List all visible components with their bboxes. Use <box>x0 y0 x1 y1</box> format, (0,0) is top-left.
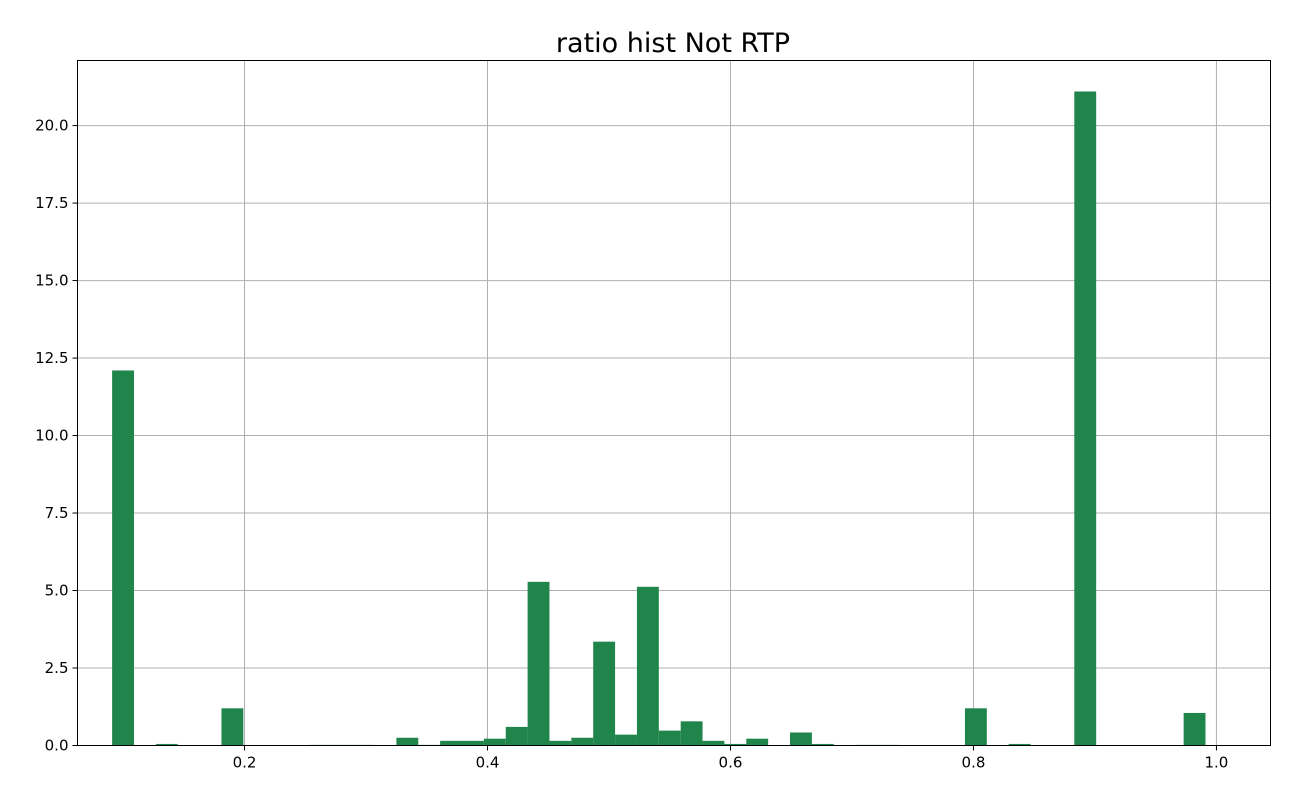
histogram-bar <box>724 743 747 746</box>
x-tick-label: 0.6 <box>719 754 743 772</box>
histogram-bar <box>112 370 134 746</box>
y-tick-label: 2.5 <box>45 659 69 677</box>
histogram-bar <box>483 738 506 746</box>
histogram-bar <box>680 721 703 746</box>
histogram-bar <box>221 708 244 746</box>
y-tick-label: 7.5 <box>45 504 69 522</box>
x-axis-ticks: 0.2 0.4 0.6 0.8 1.0 <box>233 745 1229 772</box>
y-tick-label: 10.0 <box>35 427 68 445</box>
y-tick-label: 20.0 <box>35 117 68 135</box>
histogram-bar <box>811 743 834 746</box>
y-tick-label: 15.0 <box>35 272 68 290</box>
histogram-bar <box>636 586 659 746</box>
x-tick-label: 0.4 <box>476 754 500 772</box>
x-tick-label: 0.2 <box>233 754 257 772</box>
y-axis-ticks: 0.0 2.5 5.0 7.5 10.0 12.5 15.0 17.5 20.0 <box>35 117 78 755</box>
histogram-bar <box>527 581 550 746</box>
histogram-bar <box>790 732 812 746</box>
histogram-bar <box>462 740 484 746</box>
histogram-bars <box>112 91 1206 746</box>
histogram-bar <box>155 743 178 746</box>
histogram-bar <box>702 740 725 746</box>
histogram-bar <box>593 641 616 746</box>
y-tick-label: 17.5 <box>35 194 68 212</box>
histogram-bar <box>615 734 637 746</box>
histogram-bar <box>1074 91 1097 746</box>
plot-frame <box>77 60 1271 746</box>
x-tick-label: 1.0 <box>1205 754 1229 772</box>
y-tick-label: 0.0 <box>45 737 69 755</box>
histogram-bar <box>440 740 463 746</box>
histogram-bar <box>746 738 769 746</box>
histogram-bar <box>964 708 987 746</box>
histogram-bar <box>505 726 528 746</box>
histogram-bar <box>549 740 572 746</box>
y-tick-label: 12.5 <box>35 349 68 367</box>
histogram-bar <box>396 737 419 746</box>
histogram-bar <box>571 737 594 746</box>
y-tick-label: 5.0 <box>45 582 69 600</box>
histogram-bar <box>1183 712 1206 746</box>
histogram-bar <box>658 730 681 746</box>
histogram-bar <box>1008 743 1031 746</box>
x-tick-label: 0.8 <box>962 754 986 772</box>
chart-title: ratio hist Not RTP <box>556 28 790 59</box>
